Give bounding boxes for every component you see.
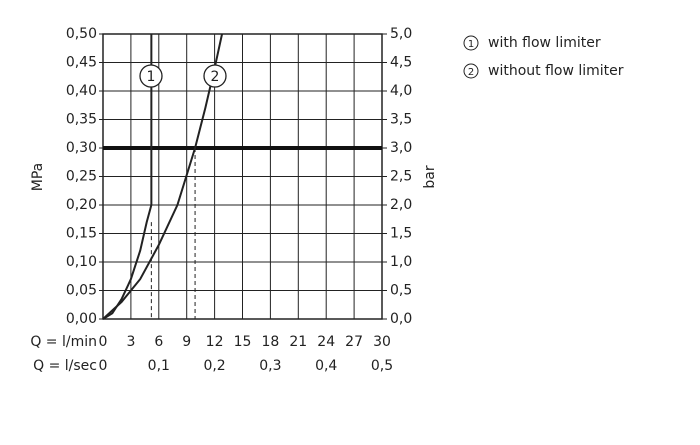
y2-tick-label: 3,5: [390, 112, 412, 128]
y-tick-label: 0,15: [66, 226, 97, 242]
x-axis-title: Q = l/min: [30, 334, 97, 350]
legend-label: without flow limiter: [488, 63, 624, 79]
x2-tick-label: 0,4: [315, 358, 337, 374]
x-tick-label: 15: [234, 334, 252, 350]
x-tick-label: 3: [126, 334, 135, 350]
y-tick-label: 0,05: [66, 283, 97, 299]
y2-tick-label: 4,5: [390, 55, 412, 71]
y2-tick-label: 1,5: [390, 226, 412, 242]
y-tick-label: 0,00: [66, 311, 97, 327]
x2-tick-label: 0,1: [148, 358, 170, 374]
x2-tick-label: 0,3: [259, 358, 281, 374]
curve-label: 1: [147, 69, 156, 85]
curve-label-circle: [203, 64, 227, 88]
curve-label-circle: [139, 64, 163, 88]
x-tick-label: 30: [373, 334, 391, 350]
series-line: [102, 34, 153, 320]
legend-marker: [463, 35, 479, 51]
legend-marker-label: 1: [468, 39, 474, 50]
y-tick-label: 0,35: [66, 112, 97, 128]
x-tick-label: 0: [99, 334, 108, 350]
x-tick-label: 6: [154, 334, 163, 350]
y2-tick-label: 4,0: [390, 83, 412, 99]
curve-label: 2: [211, 69, 220, 85]
plot-frame: [102, 33, 383, 320]
x2-axis-title: Q = l/sec: [33, 358, 97, 374]
legend-marker-label: 2: [468, 67, 474, 78]
x-tick-label: 12: [206, 334, 224, 350]
y-tick-label: 0,45: [66, 55, 97, 71]
y-tick-label: 0,40: [66, 83, 97, 99]
y-axis-title: MPa: [30, 163, 46, 191]
x-tick-label: 9: [182, 334, 191, 350]
y2-axis-title: bar: [422, 165, 438, 188]
x-tick-label: 27: [345, 334, 363, 350]
y-tick-label: 0,20: [66, 197, 97, 213]
y-tick-label: 0,50: [66, 26, 97, 42]
y2-tick-label: 3,0: [390, 140, 412, 156]
y-tick-label: 0,30: [66, 140, 97, 156]
y2-tick-label: 1,0: [390, 254, 412, 270]
y-tick-label: 0,25: [66, 169, 97, 185]
y2-tick-label: 0,5: [390, 283, 412, 299]
x-tick-label: 21: [289, 334, 307, 350]
legend-marker: [463, 63, 479, 79]
x-tick-label: 24: [317, 334, 335, 350]
y2-tick-label: 5,0: [390, 26, 412, 42]
legend-label: with flow limiter: [488, 35, 601, 51]
y2-tick-label: 2,5: [390, 169, 412, 185]
x2-tick-label: 0: [99, 358, 108, 374]
y2-tick-label: 0,0: [390, 311, 412, 327]
x2-tick-label: 0,5: [371, 358, 393, 374]
x-tick-label: 18: [261, 334, 279, 350]
y-tick-label: 0,10: [66, 254, 97, 270]
y2-tick-label: 2,0: [390, 197, 412, 213]
x2-tick-label: 0,2: [203, 358, 225, 374]
